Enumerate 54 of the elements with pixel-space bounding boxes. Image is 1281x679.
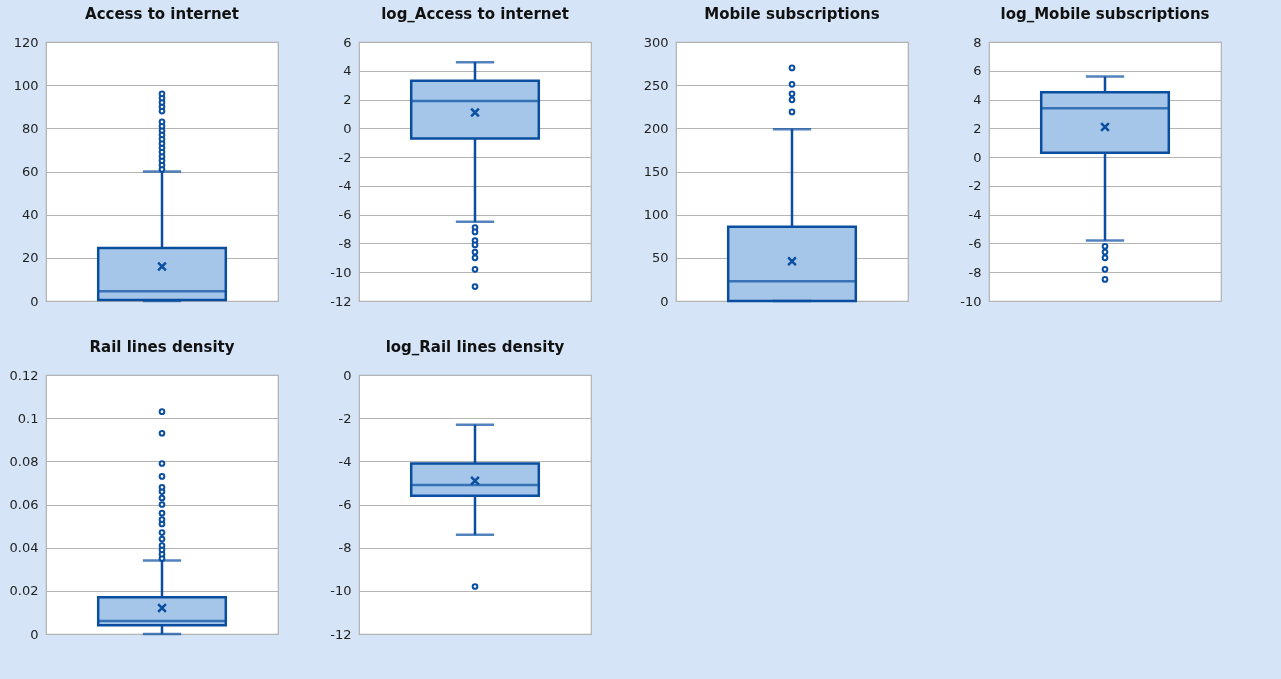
y-tick-label: 6	[973, 63, 982, 79]
y-tick-label: -8	[338, 540, 352, 556]
y-tick-label: 250	[643, 77, 669, 93]
y-tick-label: 0.06	[9, 497, 39, 512]
y-tick-label: -12	[330, 626, 352, 642]
y-tick-label: 0	[30, 293, 39, 309]
y-tick-label: -2	[338, 410, 352, 426]
y-tick-label: 100	[13, 77, 39, 93]
chart-title: Access to internet	[85, 5, 239, 23]
chart-title: log_Access to internet	[381, 5, 569, 23]
y-tick-label: 150	[643, 164, 669, 179]
y-tick-label: -10	[330, 583, 352, 599]
chart-title: Rail lines density	[89, 338, 235, 356]
y-tick-label: 0.08	[9, 453, 39, 469]
y-tick-label: 2	[973, 120, 982, 136]
y-tick-label: 0.12	[9, 367, 39, 383]
y-tick-label: -8	[338, 235, 352, 251]
chart-title: log_Mobile subscriptions	[1000, 5, 1210, 23]
y-tick-label: -10	[330, 264, 352, 280]
y-tick-label: 0	[973, 149, 982, 165]
y-tick-label: 0	[343, 367, 352, 383]
y-tick-label: 40	[21, 207, 39, 223]
y-tick-label: 120	[13, 34, 39, 50]
y-tick-label: -6	[338, 207, 352, 223]
y-tick-label: 50	[651, 250, 669, 266]
y-tick-label: 0	[30, 626, 39, 642]
y-tick-label: -6	[968, 235, 982, 251]
y-tick-label: -4	[338, 453, 352, 469]
chart-title: Mobile subscriptions	[704, 5, 880, 23]
y-tick-label: -2	[338, 149, 352, 165]
chart-title: log_Rail lines density	[385, 338, 565, 356]
y-tick-label: -6	[338, 497, 352, 512]
y-tick-label: -8	[968, 264, 982, 280]
y-tick-label: 0.1	[17, 410, 39, 426]
y-tick-label: -2	[968, 178, 982, 194]
y-tick-label: 20	[21, 250, 39, 266]
y-tick-label: 8	[973, 34, 982, 50]
y-tick-label: -4	[968, 207, 982, 223]
y-tick-label: 300	[643, 34, 669, 50]
y-tick-label: 0.02	[9, 583, 39, 599]
y-tick-label: 6	[343, 34, 352, 50]
y-tick-label: -4	[338, 178, 352, 194]
y-tick-label: 100	[643, 207, 669, 223]
y-tick-label: -10	[960, 293, 982, 309]
y-tick-label: 80	[21, 120, 39, 136]
y-tick-label: 200	[643, 120, 669, 136]
y-tick-label: 4	[343, 63, 352, 79]
y-tick-label: 0	[343, 120, 352, 136]
y-tick-label: 0	[660, 293, 669, 309]
y-tick-label: 4	[973, 92, 982, 108]
y-tick-label: 0.04	[9, 540, 39, 556]
y-tick-label: -12	[330, 293, 352, 309]
y-tick-label: 2	[343, 92, 352, 108]
y-tick-label: 60	[21, 164, 39, 179]
